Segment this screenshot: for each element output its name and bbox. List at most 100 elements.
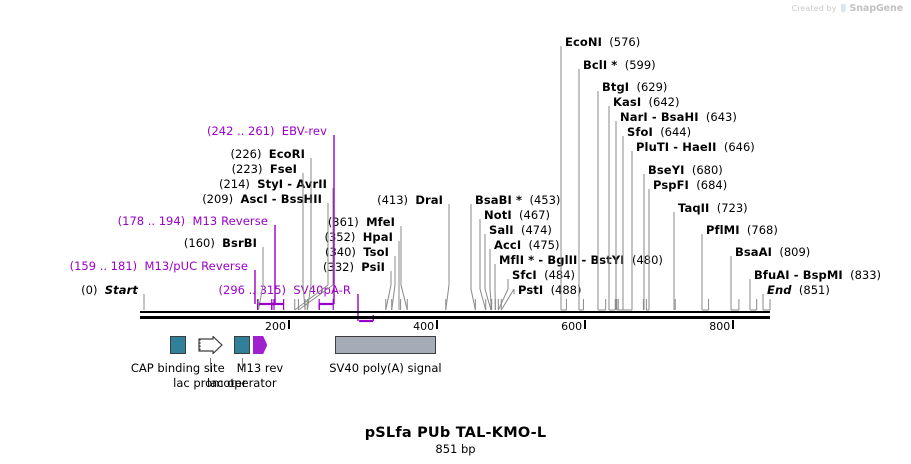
site-position-mfli_bglii: (480): [631, 253, 663, 267]
leader-foot-bsabi: [470, 288, 476, 311]
site-name-sfoi: SfoI: [627, 125, 653, 139]
site-name-tsoi: TsoI: [363, 245, 389, 259]
site-name-bsabi: BsaBI *: [475, 193, 523, 207]
site-name-btgi: BtgI: [602, 80, 630, 94]
site-name-mfli_bglii: MflI * - BglII - BstYI: [499, 253, 625, 267]
site-name-styi_avrii: StyI - AvrII: [257, 177, 327, 191]
site-label-start: (0) Start: [81, 284, 138, 296]
site-position-bsrbi: (160): [183, 236, 215, 250]
leader-foot-bsrbi: [257, 284, 264, 311]
site-name-plutti_haeii: PluTI - HaeII: [636, 140, 717, 154]
site-name-bfuai_bspmi: BfuAI - BspMI: [754, 268, 843, 282]
leader-foot-psii: [385, 284, 392, 311]
site-label-btgi: BtgI (629): [602, 81, 667, 93]
site-label-bsaai: BsaAI (809): [735, 246, 810, 258]
feature-lac-promoter[interactable]: [197, 335, 223, 355]
site-label-taqii: TaqII (723): [678, 202, 748, 214]
site-position-hpai: (352): [324, 230, 356, 244]
leader-foot-sfci: [497, 288, 509, 311]
site-label-bseyi: BseYI (680): [648, 164, 723, 176]
site-label-asci_bsshii: (209) AscI - BssHII: [202, 193, 322, 205]
site-position-psti: (488): [550, 283, 582, 297]
site-label-mfli_bglii: MflI * - BglII - BstYI (480): [499, 254, 663, 266]
site-position-taqii: (723): [716, 201, 748, 215]
ruler-tick-label-600: 600: [561, 320, 583, 333]
site-name-noti: NotI: [484, 208, 512, 222]
leader-foot-noti: [479, 288, 487, 311]
site-label-styi_avrii: (214) StyI - AvrII: [219, 178, 327, 190]
site-position-sv40pa_r: (296 .. 315): [218, 283, 287, 297]
feature-m13-rev[interactable]: [252, 336, 268, 354]
site-name-pflmi: PflMI: [706, 223, 740, 237]
site-label-noti: NotI (467): [484, 209, 550, 221]
site-label-ecori: (226) EcoRI: [231, 148, 305, 160]
site-name-drai: DraI: [415, 193, 443, 207]
leader-foot-mfei: [400, 284, 408, 311]
site-name-sfci: SfcI: [512, 268, 537, 282]
watermark-brand-text: SnapGene: [849, 3, 904, 14]
feature-label-sv40-poly-a-signal: SV40 poly(A) signal: [329, 361, 442, 375]
site-label-psii: (332) PsiI: [323, 261, 385, 273]
site-label-mfei: (361) MfeI: [328, 216, 395, 228]
site-name-nari_bsahi: NarI - BsaHI: [620, 110, 699, 124]
site-position-sfoi: (644): [660, 125, 692, 139]
site-label-fsei: (223) FseI: [232, 163, 297, 175]
site-position-m13puc_rev: (159 .. 181): [69, 259, 138, 273]
feature-cap-binding-site[interactable]: [169, 336, 186, 354]
ruler-tick-800: [732, 320, 735, 329]
site-position-asci_bsshii: (209): [202, 192, 234, 206]
site-label-sfoi: SfoI (644): [627, 126, 691, 138]
site-name-pspfi: PspFI: [653, 178, 689, 192]
plasmid-length: 851 bp: [435, 442, 476, 456]
site-label-bcli: BclI * (599): [583, 59, 656, 71]
site-name-fsei: FseI: [269, 162, 297, 176]
leader-foot-tsoi: [391, 284, 396, 311]
site-position-pspfi: (684): [696, 178, 728, 192]
site-position-bsabi: (453): [529, 193, 561, 207]
feature-stalk: [241, 358, 243, 372]
site-label-drai: (413) DraI: [377, 194, 443, 206]
site-name-ecori: EcoRI: [268, 147, 305, 161]
site-label-m13_reverse: (178 .. 194) M13 Reverse: [118, 215, 268, 227]
site-position-bsaai: (809): [779, 245, 811, 259]
site-name-acci: AccI: [494, 238, 522, 252]
site-label-sfci: SfcI (484): [512, 269, 575, 281]
site-name-hpai: HpaI: [362, 230, 393, 244]
ruler-tick-200: [288, 320, 291, 329]
site-name-asci_bsshii: AscI - BssHII: [240, 192, 322, 206]
site-name-taqii: TaqII: [678, 201, 710, 215]
site-label-pspfi: PspFI (684): [653, 179, 727, 191]
site-label-ebv_rev: (242 .. 261) EBV-rev: [207, 125, 327, 137]
site-position-nari_bsahi: (643): [705, 110, 737, 124]
feature-lac-operator[interactable]: [234, 336, 250, 354]
site-label-econi: EcoNI (576): [565, 36, 640, 48]
site-name-econi: EcoNI: [565, 35, 602, 49]
site-position-btgi: (629): [636, 80, 668, 94]
site-position-plutti_haeii: (646): [723, 140, 755, 154]
site-label-psti: PstI (488): [518, 284, 582, 296]
feature-label-cap-binding-site: CAP binding site: [130, 361, 225, 375]
site-name-sali: SalI: [489, 223, 514, 237]
site-position-kasi: (642): [648, 95, 680, 109]
site-label-nari_bsahi: NarI - BsaHI (643): [620, 111, 737, 123]
site-label-pflmi: PflMI (768): [706, 224, 778, 236]
leader-foot-psti: [500, 288, 515, 311]
backbone-line-upper: [140, 311, 770, 313]
site-position-pflmi: (768): [746, 223, 778, 237]
site-position-mfei: (361): [327, 215, 359, 229]
site-position-bseyi: (680): [691, 163, 723, 177]
site-position-noti: (467): [519, 208, 550, 222]
site-position-bfuai_bspmi: (833): [850, 268, 882, 282]
site-label-m13puc_rev: (159 .. 181) M13/pUC Reverse: [70, 260, 248, 272]
site-position-sfci: (484): [544, 268, 576, 282]
watermark-created-by-text: Created by: [791, 4, 837, 13]
lac-promoter-arrow-icon: [198, 335, 223, 355]
feature-label-lac-operator: lac operator: [206, 376, 277, 390]
site-position-bcli: (599): [624, 58, 656, 72]
site-position-m13_reverse: (178 .. 194): [117, 214, 186, 228]
site-position-sali: (474): [520, 223, 552, 237]
site-label-end: End (851): [767, 284, 830, 296]
feature-sv40-poly-a-signal[interactable]: [334, 336, 437, 354]
site-name-bseyi: BseYI: [648, 163, 685, 177]
feature-label-m13-rev: M13 rev: [236, 361, 284, 375]
